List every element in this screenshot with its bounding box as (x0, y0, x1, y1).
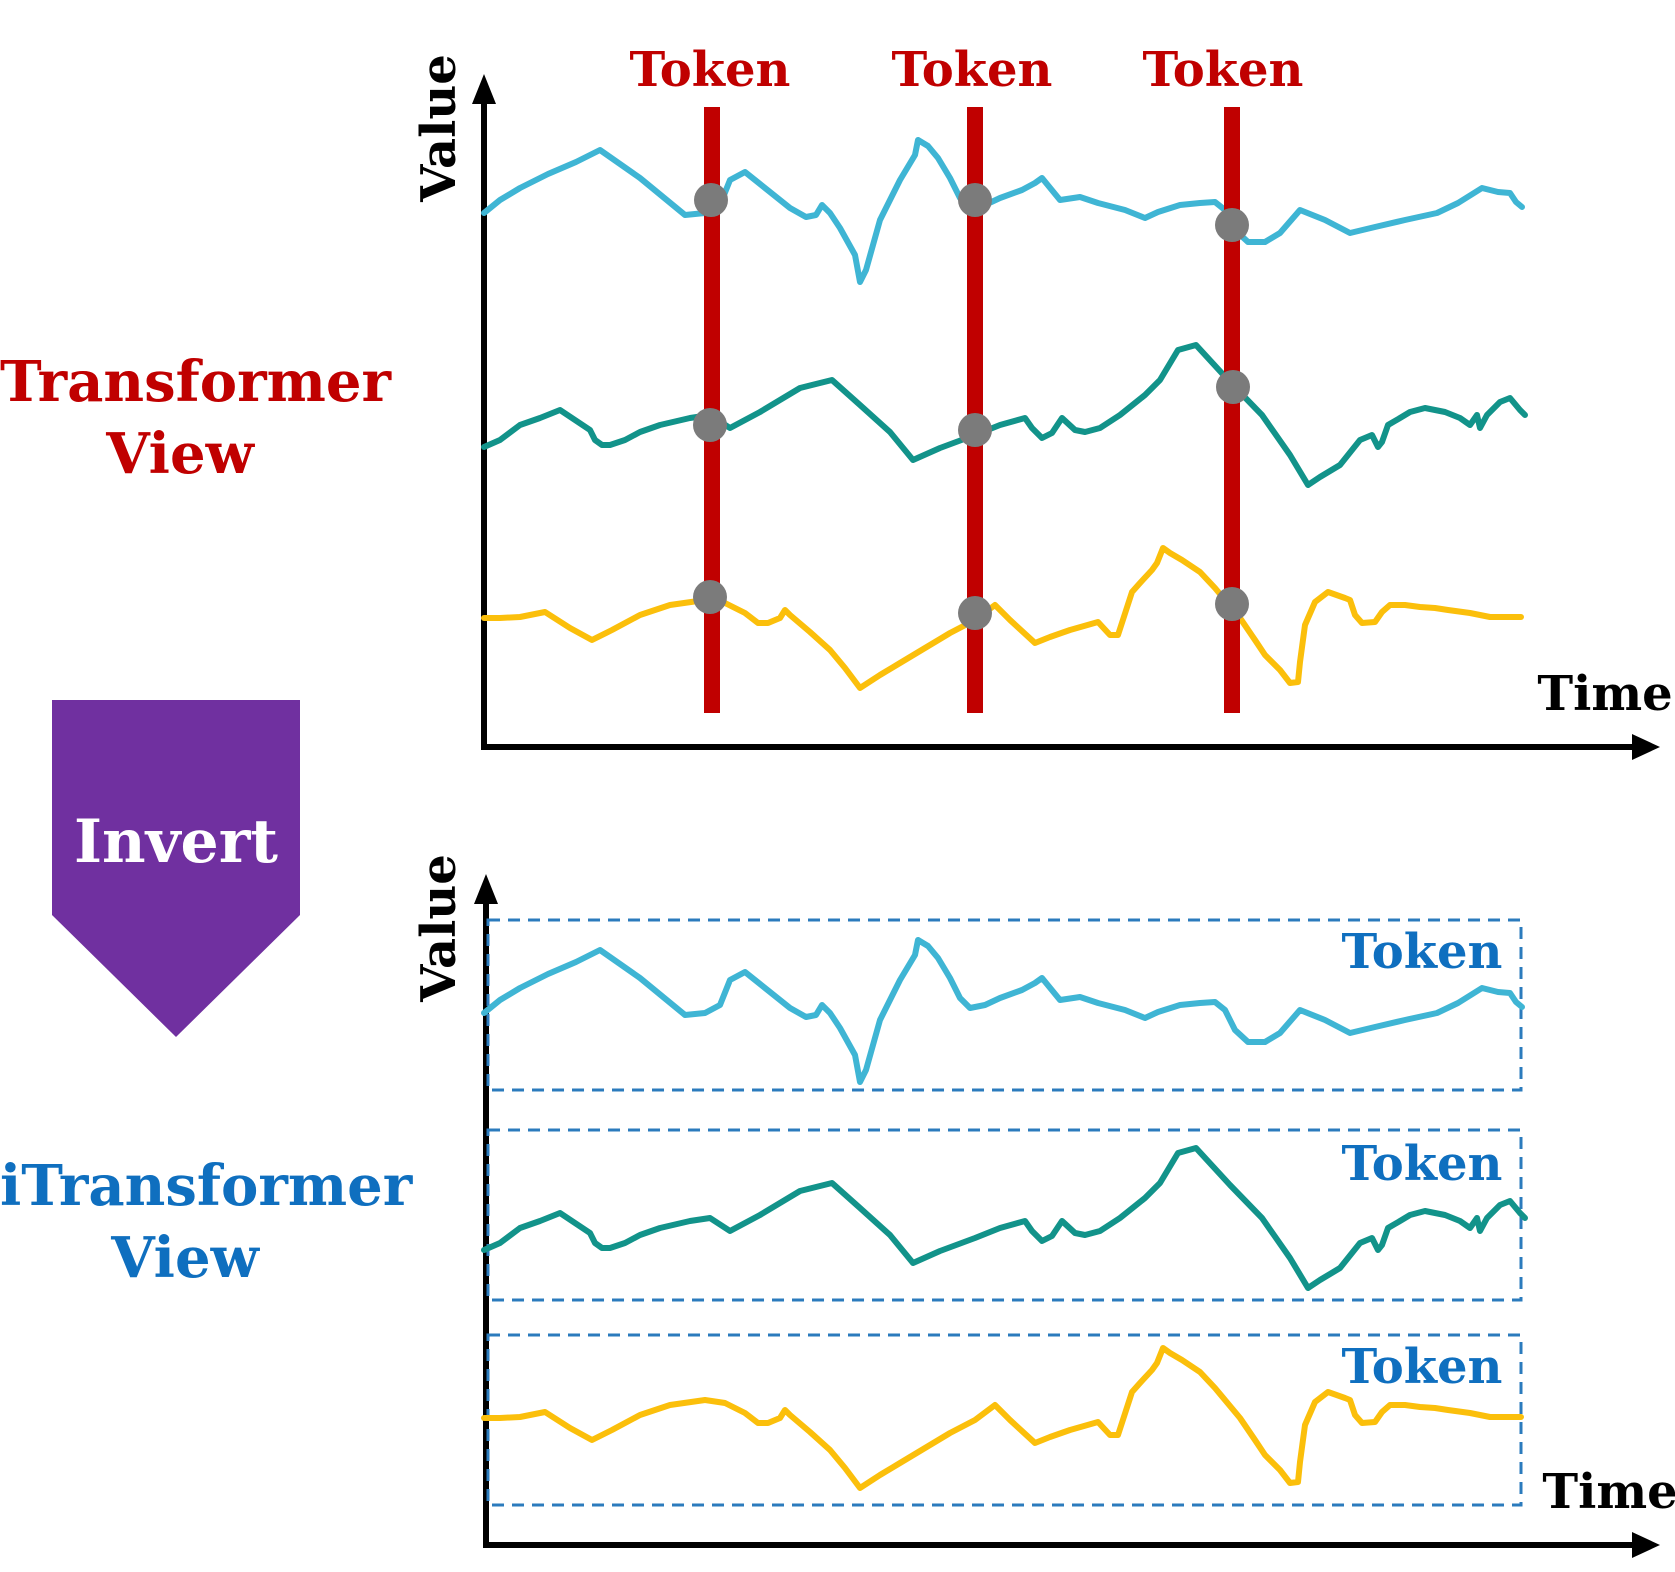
token-dot-icon (1215, 587, 1249, 621)
top-x-axis-arrow-icon (1632, 734, 1660, 760)
token-dot-icon (958, 596, 992, 630)
bottom-token-label-1: Token (1342, 924, 1503, 980)
top-y-axis-label: Value (411, 54, 467, 203)
token-dot-icon (958, 183, 992, 217)
bottom-token-box (486, 918, 1523, 1092)
top-y-axis-arrow-icon (472, 74, 496, 104)
token-dot-icon (693, 408, 727, 442)
bottom-x-axis-arrow-icon (1632, 1532, 1660, 1558)
token-dot-icon (1216, 370, 1250, 404)
bottom-series-yellow (481, 1345, 1524, 1491)
bottom-token-label-2: Token (1342, 1136, 1503, 1192)
bottom-series-light-blue (481, 937, 1525, 1085)
invert-arrow-icon (52, 700, 300, 1037)
token-dot-icon (693, 580, 727, 614)
top-token-label-2: Token (892, 42, 1053, 98)
token-dot-icon (694, 183, 728, 217)
bottom-x-axis-label: Time (1542, 1464, 1675, 1520)
top-token-label-3: Token (1143, 42, 1304, 98)
invert-label: Invert (73, 807, 279, 877)
top-series-yellow (481, 545, 1524, 691)
bottom-token-label-3: Token (1342, 1339, 1503, 1395)
top-token-label-1: Token (630, 42, 791, 98)
token-dot-icon (1215, 208, 1249, 242)
bottom-y-axis-label: Value (411, 854, 467, 1003)
token-dot-icon (958, 413, 992, 447)
itransformer-view-label: iTransformer View (0, 1153, 413, 1291)
bottom-y-axis-arrow-icon (474, 874, 498, 904)
bottom-series-teal (481, 1145, 1528, 1291)
top-x-axis-label: Time (1537, 666, 1672, 722)
bottom-token-box (486, 1128, 1523, 1302)
top-series-teal (481, 342, 1528, 488)
transformer-view-label: Transformer View (0, 349, 391, 487)
